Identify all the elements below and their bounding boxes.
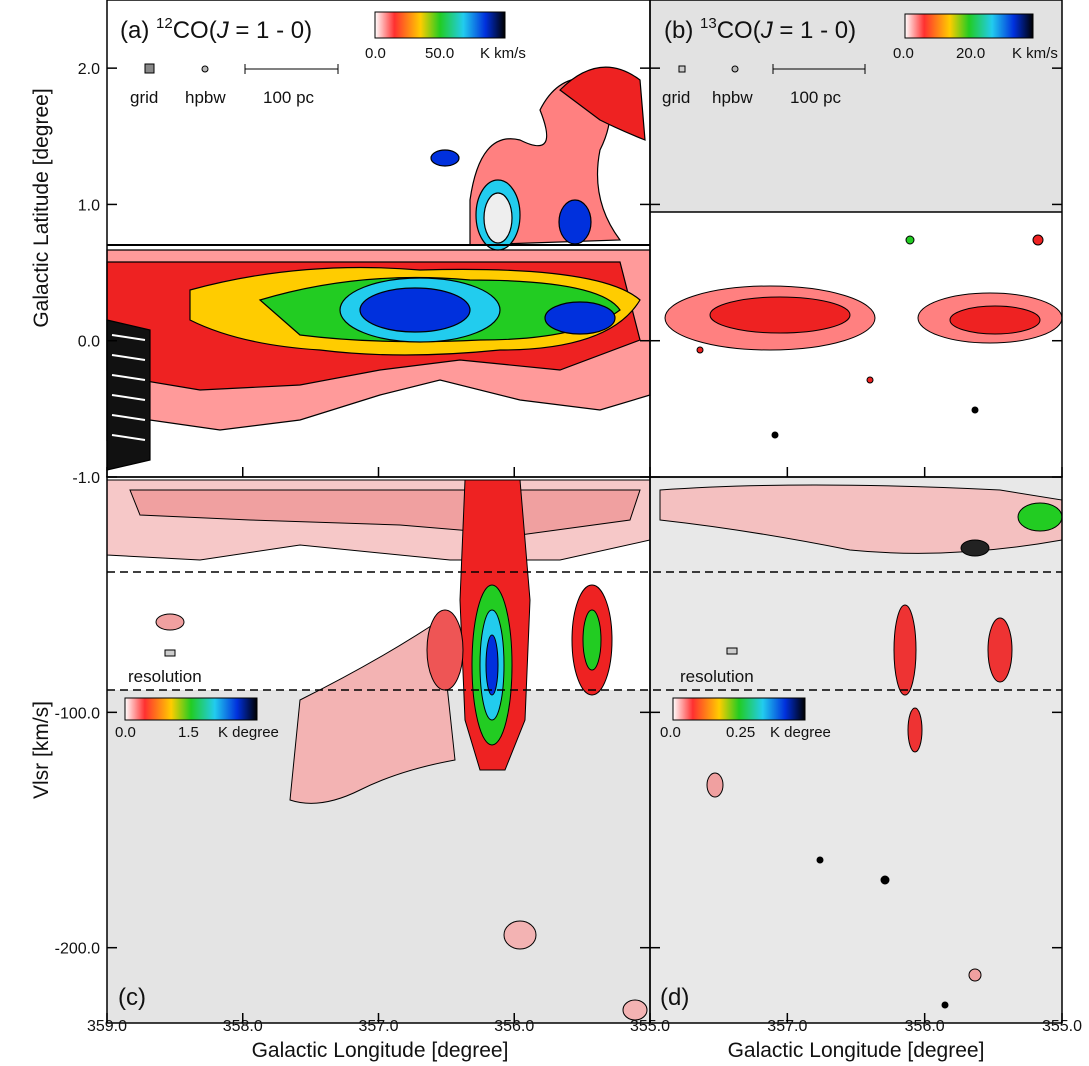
x-axis-title: Galactic Longitude [degree]	[252, 1039, 509, 1062]
colorbar-min: 0.0	[365, 45, 386, 62]
x-tick-label: 357.0	[358, 1018, 398, 1035]
y-tick-label: -1.0	[72, 470, 100, 487]
x-tick-label: 357.0	[767, 1018, 807, 1035]
panel-title: (a) 12CO(J = 1 - 0)	[120, 15, 312, 44]
y-axis-title: Vlsr [km/s]	[30, 701, 53, 799]
legend-scale: 100 pc	[790, 88, 842, 107]
map-d	[659, 484, 1063, 1009]
colorbar-mid: 1.5	[178, 724, 199, 741]
x-tick-label: 358.0	[223, 1018, 263, 1035]
resolution-label: resolution	[128, 667, 202, 686]
resolution-symbol	[164, 649, 176, 657]
panel-label: (d)	[660, 984, 689, 1011]
y-tick-label: -200.0	[55, 941, 100, 958]
y-tick-label: 0.0	[78, 334, 100, 351]
legend-scale: 100 pc	[263, 88, 315, 107]
colorbar-unit: K km/s	[480, 45, 526, 62]
legend-hpbw: hpbw	[712, 88, 753, 107]
colorbar-mid: 20.0	[956, 45, 985, 62]
colorbar-unit: K degree	[770, 724, 831, 741]
hpbw-symbol	[731, 65, 739, 73]
grid-symbol	[678, 65, 686, 73]
x-tick-label: 356.0	[905, 1018, 945, 1035]
colorbar	[124, 697, 258, 721]
colorbar	[672, 697, 806, 721]
resolution-label: resolution	[680, 667, 754, 686]
colorbar-mid: 0.25	[726, 724, 755, 741]
x-tick-label: 355.0	[630, 1018, 670, 1035]
legend-grid: grid	[662, 88, 690, 107]
legend-grid: grid	[130, 88, 158, 107]
colorbar-min: 0.0	[115, 724, 136, 741]
y-tick-label: -100.0	[55, 705, 100, 722]
colorbar-unit: K degree	[218, 724, 279, 741]
colorbar-min: 0.0	[660, 724, 681, 741]
scale-bar	[772, 64, 866, 74]
colorbar-unit: K km/s	[1012, 45, 1058, 62]
y-tick-label: 2.0	[78, 61, 100, 78]
legend-hpbw: hpbw	[185, 88, 226, 107]
colorbar	[374, 11, 506, 39]
x-tick-label: 355.0	[1042, 1018, 1082, 1035]
map-c	[106, 479, 651, 1021]
x-tick-label: 356.0	[494, 1018, 534, 1035]
panel-title: (b) 13CO(J = 1 - 0)	[664, 15, 856, 44]
y-tick-label: 1.0	[78, 197, 100, 214]
colorbar	[904, 13, 1034, 39]
panel-label: (c)	[118, 984, 146, 1011]
map-a	[106, 66, 651, 471]
colorbar-min: 0.0	[893, 45, 914, 62]
panel-d-bg	[650, 477, 1062, 1023]
hpbw-symbol	[201, 65, 209, 73]
x-axis-title: Galactic Longitude [degree]	[728, 1039, 985, 1062]
scale-bar	[244, 64, 339, 74]
colorbar-mid: 50.0	[425, 45, 454, 62]
map-b	[664, 234, 1063, 439]
grid-symbol	[144, 63, 155, 74]
resolution-symbol	[726, 647, 738, 655]
x-tick-label: 359.0	[87, 1018, 127, 1035]
y-axis-title: Galactic Latitude [degree]	[30, 88, 53, 327]
